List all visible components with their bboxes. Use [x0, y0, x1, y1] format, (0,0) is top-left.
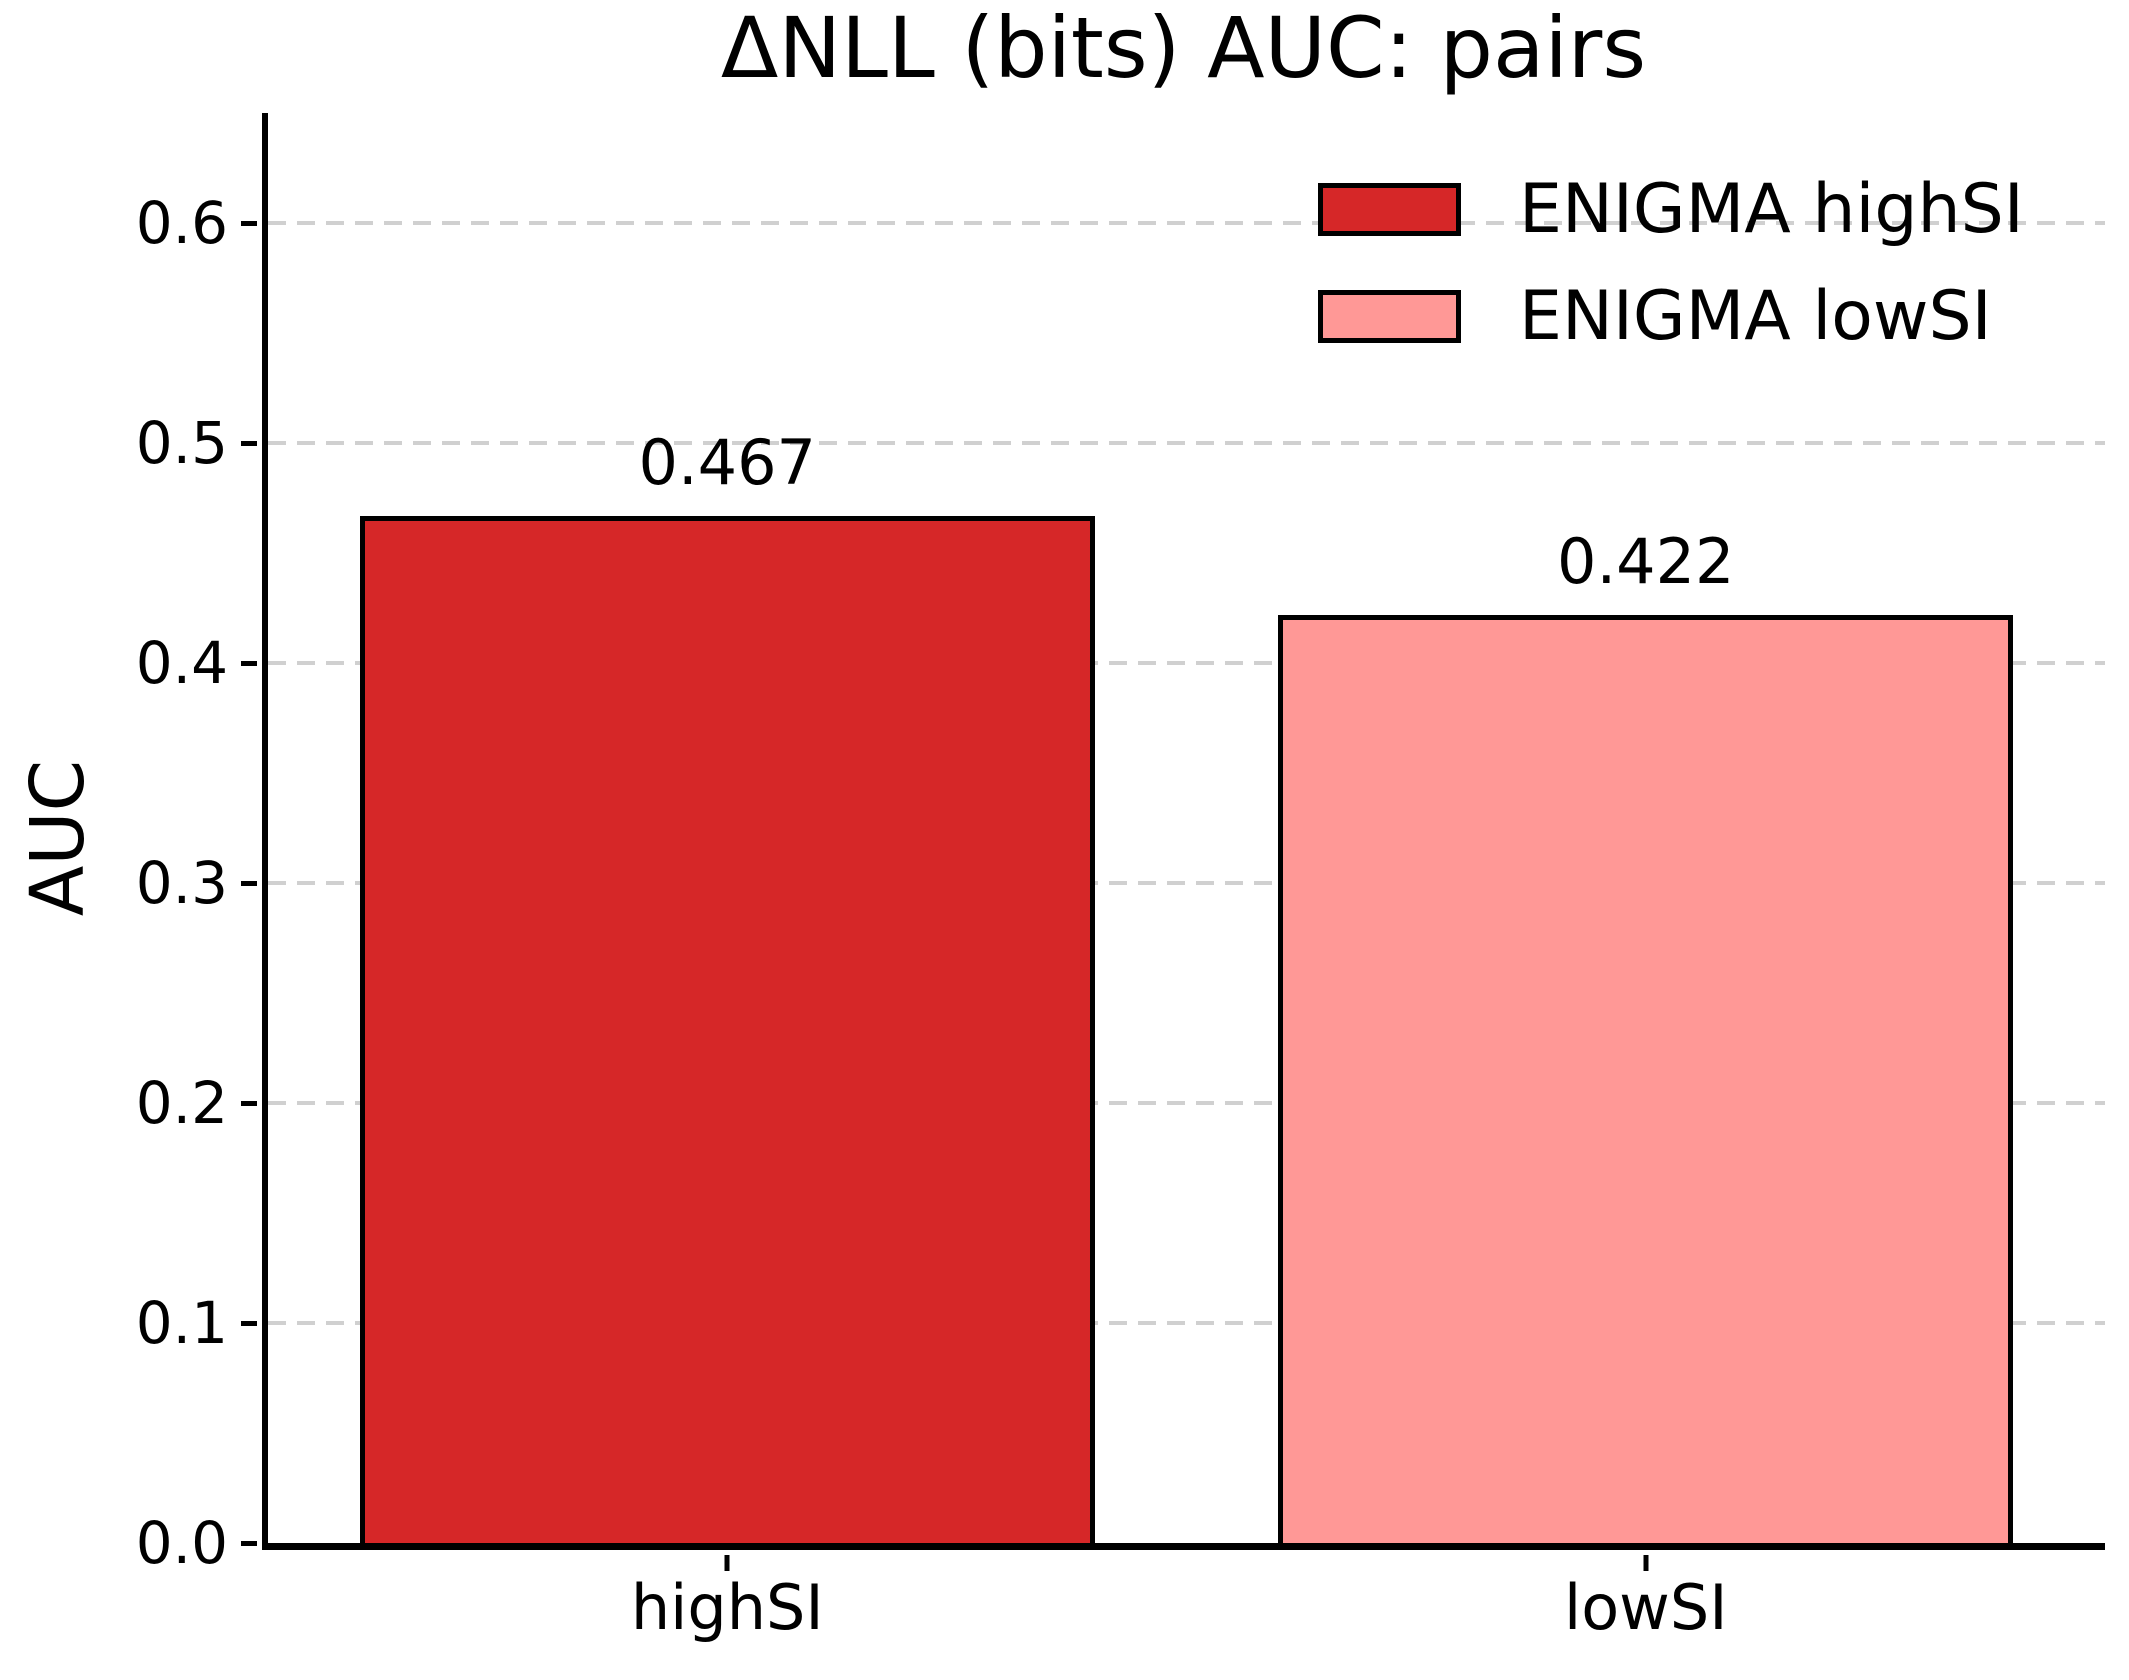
bar-highSI [359, 515, 1095, 1543]
legend-label: ENIGMA lowSI [1519, 276, 1992, 356]
y-tick-mark-0.6 [241, 220, 257, 226]
legend-entry: ENIGMA highSI [1318, 175, 2024, 243]
y-tick-label-0.4: 0.4 [135, 629, 228, 697]
legend-label: ENIGMA highSI [1519, 169, 2024, 249]
y-tick-mark-0.1 [241, 1320, 257, 1326]
chart-title: ΔNLL (bits) AUC: pairs [720, 0, 1647, 97]
y-tick-mark-0.5 [241, 440, 257, 446]
x-tick-mark-lowSI [1643, 1555, 1649, 1571]
y-tick-label-0.3: 0.3 [135, 849, 228, 917]
y-axis-label: AUC [15, 759, 101, 917]
legend-entry: ENIGMA lowSI [1318, 282, 2024, 350]
gridline-y-0.4 [268, 661, 2105, 665]
x-tick-mark-highSI [724, 1555, 730, 1571]
y-tick-mark-0.0 [241, 1540, 257, 1546]
legend-swatch [1318, 183, 1461, 236]
y-tick-label-0.0: 0.0 [135, 1509, 228, 1577]
y-tick-label-0.1: 0.1 [135, 1289, 228, 1357]
y-tick-mark-0.2 [241, 1100, 257, 1106]
gridline-y-0.3 [268, 881, 2105, 885]
bar-value-label-highSI: 0.467 [638, 425, 817, 499]
y-tick-label-0.2: 0.2 [135, 1069, 228, 1137]
gridline-y-0.6 [268, 221, 2105, 225]
bar-value-label-lowSI: 0.422 [1557, 524, 1735, 598]
gridline-y-0.1 [268, 1321, 2105, 1325]
gridline-y-0.2 [268, 1101, 2105, 1105]
x-tick-label-lowSI: lowSI [1563, 1571, 1728, 1644]
y-tick-mark-0.3 [241, 880, 257, 886]
legend: ENIGMA highSI ENIGMA lowSI [1318, 175, 2024, 397]
y-tick-label-0.5: 0.5 [135, 409, 228, 477]
gridline-y-0.5 [268, 441, 2105, 445]
y-tick-mark-0.4 [241, 660, 257, 666]
y-tick-label-0.6: 0.6 [135, 189, 228, 257]
plot-area: 0.0 0.1 0.2 0.3 0.4 0.5 0.6 0.467 highSI 0.422 low… [136, 113, 2105, 1639]
legend-swatch [1318, 290, 1461, 343]
bar-lowSI [1278, 614, 2014, 1543]
x-tick-label-highSI: highSI [630, 1571, 824, 1644]
